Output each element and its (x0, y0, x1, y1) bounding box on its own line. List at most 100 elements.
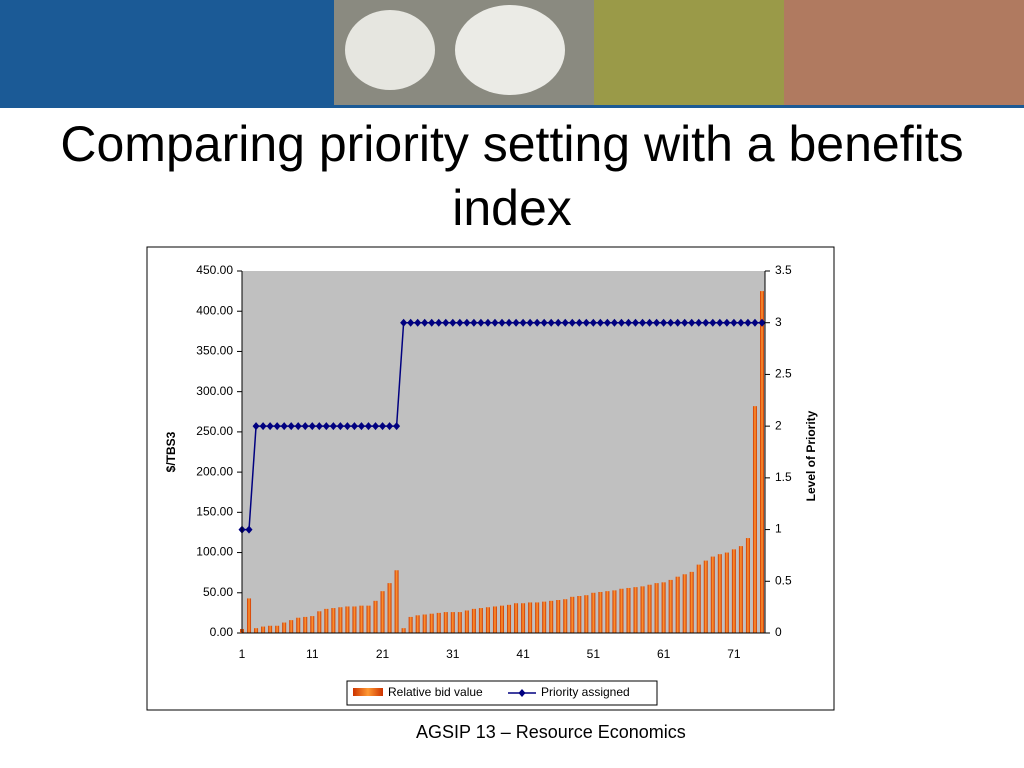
priority-marker (540, 318, 548, 327)
bar (542, 601, 547, 633)
header-line (0, 105, 1024, 108)
bar (760, 291, 764, 633)
bar (500, 605, 504, 633)
priority-marker (681, 318, 689, 327)
bar (598, 591, 603, 633)
photo-hands (784, 0, 1024, 105)
priority-marker (575, 318, 583, 327)
y2-tick-label: 3.5 (775, 263, 792, 277)
bar (682, 574, 687, 633)
bar (331, 608, 336, 633)
bar (549, 600, 554, 633)
priority-marker (723, 318, 731, 327)
bar (359, 605, 364, 633)
priority-marker (603, 318, 611, 327)
bar (668, 579, 673, 633)
priority-marker (477, 318, 485, 327)
bar (317, 611, 322, 633)
bar (675, 576, 680, 633)
bar (303, 616, 308, 633)
bar (422, 614, 427, 633)
photo-cattle-detail (345, 10, 435, 90)
y-tick-label: 50.00 (203, 585, 233, 599)
y-tick-label: 400.00 (196, 303, 233, 317)
priority-marker (273, 422, 281, 431)
bar (584, 595, 589, 633)
footer: AGSIP 13 – Resource Economics (416, 722, 686, 742)
x-tick-label: 61 (657, 647, 671, 661)
priority-marker (505, 318, 513, 327)
bar (619, 588, 624, 633)
priority-marker (688, 318, 696, 327)
bar (478, 608, 483, 633)
y2-tick-label: 2.5 (775, 367, 792, 381)
priority-marker (716, 318, 724, 327)
bar (738, 546, 743, 633)
priority-marker (730, 318, 738, 327)
x-tick-label: 21 (376, 647, 390, 661)
bar (247, 598, 252, 633)
y-tick-label: 250.00 (196, 424, 233, 438)
bar (591, 592, 596, 633)
priority-marker (456, 318, 464, 327)
priority-marker (758, 318, 766, 327)
y-tick-label: 300.00 (196, 384, 233, 398)
bar (471, 608, 476, 633)
priority-marker (653, 318, 661, 327)
legend-box (346, 680, 658, 706)
priority-marker (435, 318, 443, 327)
priority-marker (329, 422, 337, 431)
bar (310, 616, 315, 633)
priority-marker (660, 318, 668, 327)
y2-tick-label: 0 (775, 625, 782, 639)
priority-marker (259, 422, 267, 431)
y-tick-label: 450.00 (196, 263, 233, 277)
priority-marker (519, 318, 527, 327)
y-axis-label: $/TBS3 (164, 431, 178, 472)
bar (261, 626, 266, 633)
priority-marker (407, 318, 415, 327)
y2-axis-label: Level of Priority (804, 410, 818, 501)
photo-cattle-detail (455, 5, 565, 95)
photo-grass (594, 0, 784, 105)
priority-marker (498, 318, 506, 327)
bar (507, 604, 512, 633)
priority-marker (301, 422, 309, 431)
priority-marker (379, 422, 387, 431)
priority-marker (372, 422, 380, 431)
priority-marker (554, 318, 562, 327)
y2-tick-label: 2 (775, 418, 782, 432)
bar (450, 612, 455, 633)
bar (415, 615, 420, 633)
bar (387, 583, 392, 633)
legend-label: Priority assigned (541, 685, 630, 699)
plot-area (242, 271, 765, 633)
bar (689, 571, 694, 633)
priority-marker (667, 318, 675, 327)
priority-marker (596, 318, 604, 327)
priority-marker (245, 525, 253, 534)
priority-marker (632, 318, 640, 327)
bar (647, 584, 652, 633)
y2-tick-label: 1 (775, 522, 782, 536)
bar (703, 560, 708, 633)
priority-marker (695, 318, 703, 327)
header-band (0, 0, 334, 105)
priority-marker (343, 422, 351, 431)
priority-marker (709, 318, 717, 327)
bar (324, 608, 329, 633)
priority-marker (252, 422, 260, 431)
bar (612, 590, 617, 633)
bar (485, 607, 490, 633)
priority-marker (414, 318, 422, 327)
bar (731, 549, 736, 633)
y-tick-label: 200.00 (196, 464, 233, 478)
bar (464, 610, 469, 633)
priority-marker (287, 422, 295, 431)
bar (577, 595, 582, 633)
x-tick-label: 41 (516, 647, 530, 661)
priority-marker (589, 318, 597, 327)
bar (338, 607, 343, 633)
y-tick-label: 350.00 (196, 344, 233, 358)
bar (366, 605, 371, 633)
